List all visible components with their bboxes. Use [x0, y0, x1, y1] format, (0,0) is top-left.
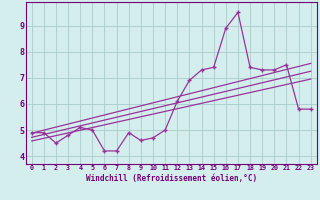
- X-axis label: Windchill (Refroidissement éolien,°C): Windchill (Refroidissement éolien,°C): [86, 174, 257, 183]
